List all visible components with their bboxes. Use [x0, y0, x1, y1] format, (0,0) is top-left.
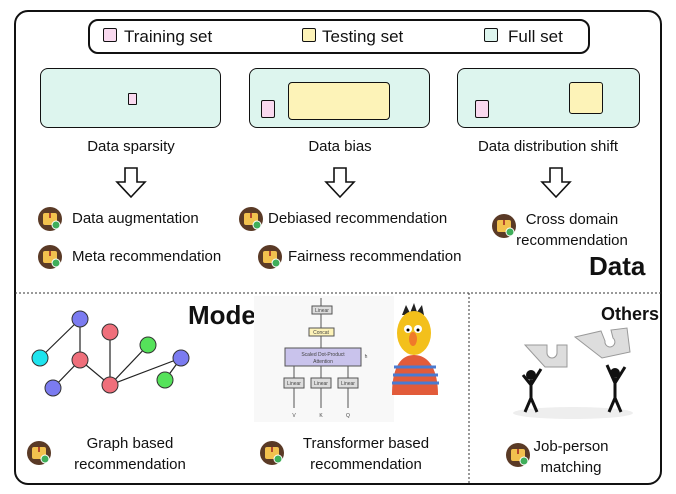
graph-node	[156, 371, 174, 389]
package-check-icon	[506, 443, 530, 467]
graph-node	[101, 376, 119, 394]
down-arrow-icon	[115, 167, 147, 199]
shift-training	[475, 100, 489, 118]
graph-node	[71, 351, 89, 369]
graph-node	[71, 310, 89, 328]
line-1: Cross domain	[525, 211, 619, 228]
down-arrow-icon	[324, 167, 356, 199]
solution-debiased: Debiased recommendation	[268, 210, 448, 227]
linear-k: Linear	[314, 381, 328, 387]
solution-meta-recommendation: Meta recommendation	[72, 248, 222, 265]
others-title: Others	[601, 304, 660, 324]
label-bias: Data bias	[308, 138, 372, 155]
input-q: Q	[346, 413, 350, 419]
linear-q: Linear	[341, 381, 355, 387]
package-check-icon	[239, 207, 263, 231]
job-person-matching: Job-person matching	[533, 436, 608, 478]
legend-full: Full set	[508, 27, 563, 46]
data-title: Data	[589, 251, 646, 281]
solution-cross-domain: Cross domain recommendation	[516, 209, 628, 251]
package-check-icon	[27, 441, 51, 465]
down-arrow-icon	[540, 167, 572, 199]
full-swatch	[484, 28, 498, 42]
shift-panel	[457, 68, 640, 128]
legend	[88, 19, 590, 54]
package-check-icon	[260, 441, 284, 465]
graph-node	[139, 336, 157, 354]
graph-illustration	[31, 310, 190, 397]
line-1: Graph based	[86, 435, 174, 452]
bias-testing	[288, 82, 390, 120]
label-sparsity: Data sparsity	[87, 138, 175, 155]
sparsity-sample	[128, 93, 137, 105]
line-1: Job-person	[533, 438, 609, 455]
line-2: recommendation	[310, 456, 422, 473]
h-label: h	[365, 354, 368, 360]
transformer-attention-figure: Linear Concat Scaled Dot-Product Attenti…	[254, 296, 394, 422]
package-check-icon	[38, 207, 62, 231]
bert-character-image	[392, 303, 439, 395]
concat-label: Concat	[313, 330, 329, 336]
linear-label: Linear	[315, 308, 329, 314]
package-check-icon	[492, 214, 516, 238]
attention-label-2: Attention	[313, 359, 333, 365]
input-k: K	[319, 413, 323, 419]
shift-testing	[569, 82, 603, 114]
label-shift: Data distribution shift	[477, 138, 619, 155]
package-check-icon	[38, 245, 62, 269]
testing-swatch	[302, 28, 316, 42]
legend-training: Training set	[124, 27, 213, 46]
graph-node	[101, 323, 119, 341]
line-2: recommendation	[516, 232, 628, 249]
graph-node	[44, 379, 62, 397]
outer-frame	[14, 10, 662, 485]
graph-node	[31, 349, 49, 367]
bias-training	[261, 100, 275, 118]
model-title: Model	[188, 300, 264, 330]
puzzle-people-image	[513, 327, 633, 419]
input-v: V	[292, 413, 296, 419]
graph-node	[172, 349, 190, 367]
graph-based-recommendation: Graph based recommendation	[74, 433, 186, 475]
attention-label-1: Scaled Dot-Product	[301, 352, 345, 358]
training-swatch	[103, 28, 117, 42]
solution-data-augmentation: Data augmentation	[72, 210, 199, 227]
line-1: Transformer based	[302, 435, 430, 452]
package-check-icon	[258, 245, 282, 269]
transformer-based-recommendation: Transformer based recommendation	[303, 433, 429, 475]
line-2: matching	[540, 459, 602, 476]
solution-fairness: Fairness recommendation	[288, 248, 462, 265]
linear-v: Linear	[287, 381, 301, 387]
line-2: recommendation	[74, 456, 186, 473]
legend-testing: Testing set	[322, 27, 404, 46]
